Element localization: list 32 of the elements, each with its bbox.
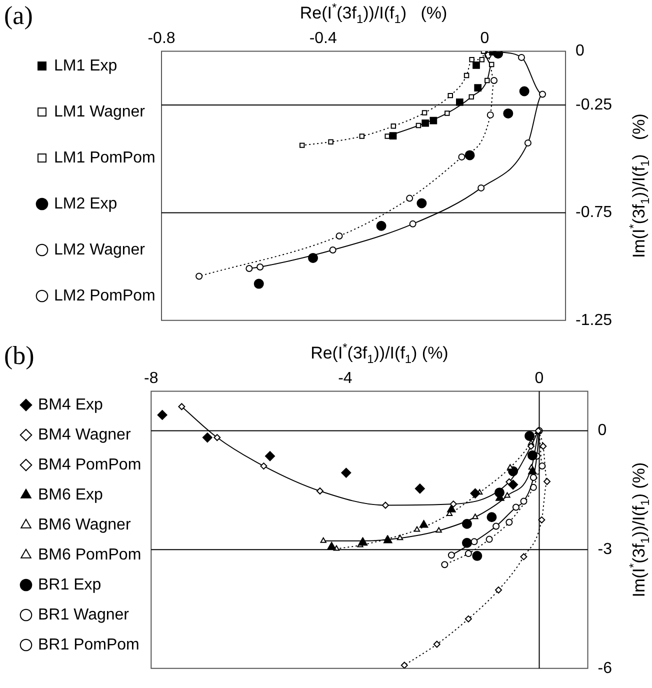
y-axis-title: Im(I*(3f1))/I(f1) (%) — [626, 114, 652, 258]
y-tick-label: 0 — [576, 42, 585, 60]
x-tick-label: -0.8 — [148, 30, 176, 48]
x-tick-label: -4 — [338, 370, 352, 388]
legend-label: LM2 Exp — [54, 195, 118, 212]
y-tick-label: -3 — [598, 541, 612, 558]
legend-label: LM2 Wagner — [54, 241, 146, 258]
chart-title: (a) — [4, 0, 33, 30]
legend-label: BR1 PomPom — [38, 636, 140, 654]
legend-label: BR1 Exp — [38, 576, 102, 594]
legend-label: BM6 Exp — [38, 486, 104, 504]
x-tick-label: 0 — [534, 370, 544, 388]
x-tick-label: -8 — [144, 370, 158, 388]
legend-label: LM2 PomPom — [54, 287, 156, 304]
legend-label: BM6 PomPom — [38, 546, 142, 564]
legend-label: BM6 Wagner — [38, 516, 132, 534]
y-tick-label: 0 — [598, 422, 607, 440]
legend-label: BM4 Wagner — [38, 426, 132, 444]
chart-title: (b) — [4, 340, 34, 370]
legend-label: LM1 Wagner — [54, 103, 146, 120]
legend-label: BR1 Wagner — [38, 606, 130, 624]
legend-label: LM1 Exp — [54, 57, 118, 74]
legend-label: LM1 PomPom — [54, 149, 156, 166]
y-tick-label: -1.25 — [576, 312, 612, 329]
y-tick-label: -0.25 — [576, 96, 612, 114]
y-axis-title: Im(I*(3f1))/I(f1) (%) — [626, 462, 652, 598]
legend-label: BM4 Exp — [38, 396, 104, 414]
legend-label: BM4 PomPom — [38, 456, 142, 474]
y-tick-label: -0.75 — [576, 204, 612, 222]
x-tick-label: -0.4 — [309, 30, 337, 48]
y-tick-label: -6 — [598, 660, 612, 677]
x-tick-label: 0 — [480, 30, 490, 48]
